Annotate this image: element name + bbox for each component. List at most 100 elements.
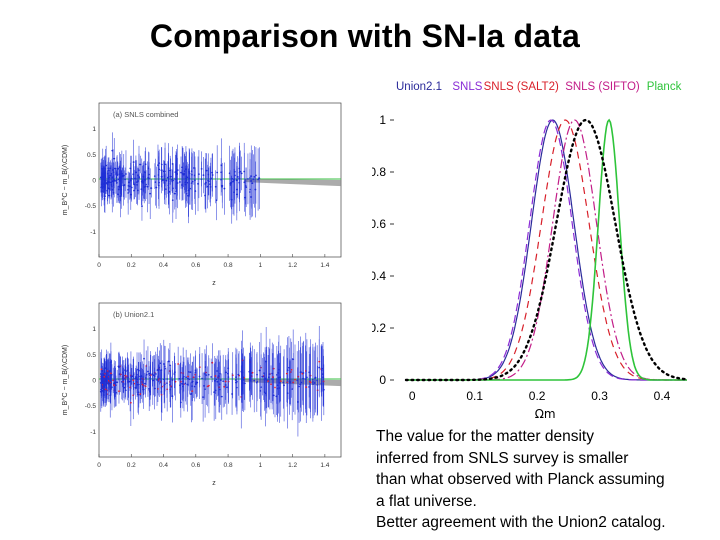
data-marker	[234, 379, 237, 381]
data-point	[211, 343, 214, 383]
data-point	[180, 156, 182, 189]
data-point	[238, 142, 241, 203]
data-point	[188, 364, 191, 395]
data-point	[260, 354, 263, 420]
data-point	[132, 139, 135, 185]
data-point	[187, 362, 189, 391]
data-marker	[104, 195, 106, 198]
x-tick-label: 1.2	[288, 262, 297, 269]
data-point	[215, 358, 218, 400]
data-point	[274, 357, 276, 418]
y-tick-label: -1	[90, 429, 96, 436]
data-marker	[112, 379, 115, 382]
data-marker	[155, 186, 158, 189]
data-marker	[148, 389, 151, 391]
data-marker	[202, 396, 205, 399]
data-point	[253, 146, 256, 208]
data-point	[169, 158, 172, 195]
data-point	[124, 381, 127, 400]
data-marker	[256, 380, 259, 383]
data-marker	[175, 190, 177, 193]
data-marker	[100, 368, 103, 371]
data-point	[129, 363, 132, 412]
data-point	[136, 166, 138, 204]
data-marker	[169, 364, 171, 367]
data-point	[166, 368, 168, 399]
y-tick-label: 0.5	[87, 352, 96, 359]
data-point	[205, 345, 208, 406]
data-marker	[282, 381, 285, 384]
data-point	[197, 156, 199, 212]
data-point	[139, 385, 142, 404]
data-point	[128, 172, 131, 193]
data-point	[219, 355, 222, 405]
data-point	[147, 165, 149, 190]
data-point	[225, 360, 228, 415]
data-marker	[141, 383, 144, 386]
data-point	[100, 172, 103, 186]
data-marker	[268, 373, 271, 376]
data-marker	[204, 194, 206, 197]
data-marker	[144, 163, 147, 166]
data-marker	[106, 376, 109, 379]
data-marker	[126, 369, 129, 372]
data-point	[195, 369, 198, 399]
data-point	[130, 175, 133, 200]
data-marker	[264, 392, 267, 395]
data-marker	[220, 164, 223, 167]
data-point	[208, 358, 210, 414]
data-point	[267, 354, 269, 408]
data-marker	[116, 381, 119, 384]
data-point	[110, 351, 112, 396]
data-marker	[242, 378, 245, 381]
data-marker	[203, 373, 206, 375]
data-point	[210, 358, 213, 396]
data-marker	[210, 177, 212, 180]
data-marker	[278, 387, 281, 389]
data-point	[160, 166, 163, 188]
data-marker	[127, 376, 129, 379]
x-tick-label: 0.6	[191, 462, 200, 469]
data-marker	[157, 164, 159, 167]
data-point	[258, 147, 261, 210]
data-point	[181, 367, 183, 401]
data-point	[198, 353, 201, 400]
data-marker	[150, 187, 153, 190]
data-point	[257, 148, 260, 211]
data-marker	[299, 371, 302, 373]
data-point	[204, 182, 206, 209]
data-point	[134, 160, 137, 198]
legend-entry: Planck	[647, 81, 682, 93]
data-point	[144, 372, 146, 395]
data-marker	[229, 182, 232, 185]
data-marker	[113, 179, 116, 182]
x-tick-label: 1	[259, 262, 263, 269]
data-marker	[160, 163, 163, 166]
data-marker	[289, 381, 291, 384]
x-tick-label: 0.2	[529, 389, 546, 403]
data-point	[250, 176, 253, 218]
data-point	[254, 161, 257, 218]
data-marker	[182, 173, 185, 176]
hubble-residuals-union-panel: (b) Union2.1 0 0.2 0.4 0.6 0.8 1 1.2 1.4 1 0.5 0 -0.…	[55, 295, 355, 495]
data-marker	[165, 179, 168, 182]
x-tick-label: 0	[97, 262, 101, 269]
data-point	[232, 153, 235, 207]
data-marker	[127, 192, 130, 194]
data-marker	[201, 377, 203, 380]
data-marker	[173, 371, 176, 374]
likelihood-curve-snls-salt2	[406, 119, 687, 381]
data-point	[172, 164, 174, 213]
y-tick-label: -0.5	[85, 403, 97, 410]
data-point	[251, 345, 254, 400]
x-axis-label: Ωm	[535, 407, 556, 421]
data-point	[289, 361, 291, 405]
data-marker	[139, 163, 142, 166]
data-marker	[224, 380, 227, 383]
likelihood-curve-union2-1	[406, 119, 687, 381]
data-marker	[215, 378, 218, 381]
data-marker	[100, 389, 103, 392]
data-point	[214, 358, 217, 394]
data-point	[253, 349, 256, 413]
data-marker	[153, 375, 156, 377]
